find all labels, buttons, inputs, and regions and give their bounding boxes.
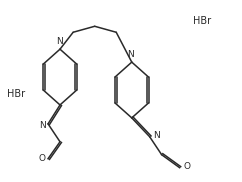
Text: HBr: HBr bbox=[193, 16, 211, 26]
Text: O: O bbox=[183, 162, 190, 171]
Text: O: O bbox=[38, 154, 45, 163]
Text: N: N bbox=[153, 131, 160, 140]
Text: HBr: HBr bbox=[7, 89, 25, 99]
Text: N: N bbox=[127, 50, 134, 59]
Text: N: N bbox=[57, 37, 63, 46]
Text: N: N bbox=[39, 121, 45, 130]
